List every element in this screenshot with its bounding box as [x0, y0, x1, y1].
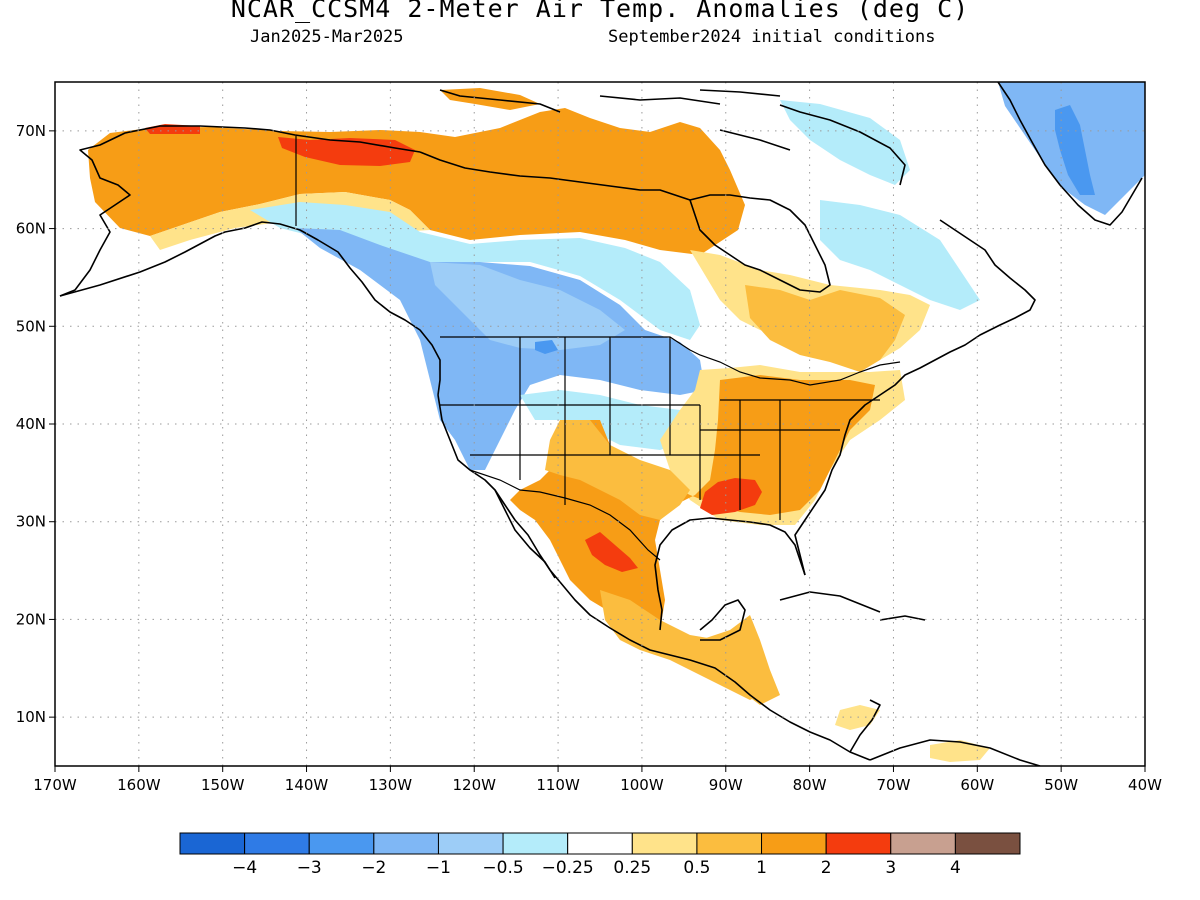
colorbar-label: 0.25 [613, 858, 651, 878]
colorbar-swatch [631, 832, 698, 855]
colorbar-swatch [761, 832, 827, 855]
canada-west-light-cool [250, 202, 700, 340]
lat-tick-label: 10N [16, 708, 46, 726]
lon-tick-label: 120W [452, 776, 496, 794]
lon-tick-label: 50W [1044, 776, 1078, 794]
lon-tick-label: 70W [877, 776, 911, 794]
forecast-period: Jan2025-Mar2025 [250, 27, 404, 47]
gridlines [55, 82, 1145, 766]
borders-layer [295, 136, 901, 561]
colorbar-swatch [244, 832, 310, 855]
coastline-baffin [779, 104, 906, 186]
coastline-hispaniola [879, 615, 926, 621]
coastline-arctic [419, 151, 691, 201]
coastline-layer [59, 82, 1143, 766]
central-america-warm [700, 615, 780, 705]
colorbar-swatch [308, 832, 375, 855]
gulf-coast-strong-warm [700, 478, 762, 515]
coastline-alaska [59, 221, 441, 396]
map-title: NCAR_CCSM4 2-Meter Air Temp. Anomalies (… [230, 0, 970, 23]
coastline-south-america [869, 739, 1041, 766]
lon-tick-label: 80W [793, 776, 827, 794]
colorbar-label: −0.25 [542, 858, 594, 878]
coastline-alaska-west [59, 125, 421, 297]
lon-tick-label: 170W [33, 776, 77, 794]
canada-bc-cooler [430, 262, 625, 350]
coastline-baja [494, 489, 556, 579]
axis-ticks: 170W 160W 150W 140W 130W 120W 110W 100W 90W 80W 70… [16, 122, 1162, 794]
coastline-greenland [997, 82, 1143, 226]
lon-tick-label: 40W [1128, 776, 1162, 794]
us-canada-border [440, 336, 901, 386]
colorbar-label: −0.5 [482, 858, 523, 878]
coastline-gulf [654, 517, 806, 631]
us-northwest-cool [440, 340, 520, 400]
lat-tick-label: 20N [16, 610, 46, 628]
lon-tick-label: 140W [285, 776, 329, 794]
coastline-hudson-bay [689, 194, 831, 293]
colorbar-swatch [696, 832, 763, 855]
colorbar-swatch [179, 832, 246, 855]
initial-conditions-label: September2024 initial conditions [608, 27, 936, 47]
lat-tick-label: 40N [16, 415, 46, 433]
greenland-east-cooler [1055, 105, 1095, 195]
lat-tick-label: 60N [16, 220, 46, 238]
colorbar-label: 1 [756, 858, 767, 878]
lon-tick-label: 150W [201, 776, 245, 794]
venezuela-yellow [930, 740, 990, 762]
alaska-west-yellow [150, 192, 430, 250]
mexico-north-strong-warm [585, 532, 638, 572]
coastline-cuba [779, 591, 881, 613]
alaska-north-warm [88, 108, 745, 255]
colorbar-swatch [437, 832, 504, 855]
colorbar-label: 3 [885, 858, 896, 878]
lon-tick-label: 90W [709, 776, 743, 794]
colorbar: −4 −3 −2 −1 −0.5 −0.25 0.25 0.5 1 2 3 4 [179, 832, 1021, 878]
lon-tick-label: 110W [536, 776, 580, 794]
coastline-us-east [794, 219, 1036, 576]
coastline-mexico-west [559, 581, 871, 761]
lon-tick-label: 60W [960, 776, 994, 794]
colorbar-label: −3 [297, 858, 322, 878]
colorbar-swatch [954, 832, 1021, 855]
colorbar-label: −1 [426, 858, 451, 878]
labrador-light-cool [820, 200, 980, 310]
lon-tick-label: 160W [117, 776, 161, 794]
lon-tick-label: 100W [620, 776, 664, 794]
coastline-panama [849, 699, 881, 753]
colorbar-label: 2 [821, 858, 832, 878]
colorbar-swatch [373, 832, 439, 855]
lat-tick-label: 70N [16, 122, 46, 140]
lon-tick-label: 130W [369, 776, 413, 794]
colorbar-swatch [502, 832, 569, 855]
montana-cool-spot [535, 340, 558, 354]
coastline-yucatan [699, 599, 746, 641]
anomaly-fill-layer [88, 82, 1145, 762]
yukon-north-strong-warm [278, 137, 415, 166]
colorbar-label: 4 [950, 858, 961, 878]
colorbar-label: −2 [361, 858, 386, 878]
lat-tick-label: 50N [16, 317, 46, 335]
colorbar-label: −4 [232, 858, 257, 878]
colorbar-swatch [825, 832, 892, 855]
quebec-warm [745, 285, 905, 372]
lat-tick-label: 30N [16, 513, 46, 531]
colorbar-swatch [890, 832, 956, 855]
baffin-light-cool [780, 100, 910, 185]
us-mexico-border [469, 469, 661, 561]
coastline-arctic-islands [439, 89, 791, 151]
southwest-warm [545, 420, 690, 520]
colorbar-label: 0.5 [683, 858, 710, 878]
colorbar-swatch [567, 832, 633, 855]
